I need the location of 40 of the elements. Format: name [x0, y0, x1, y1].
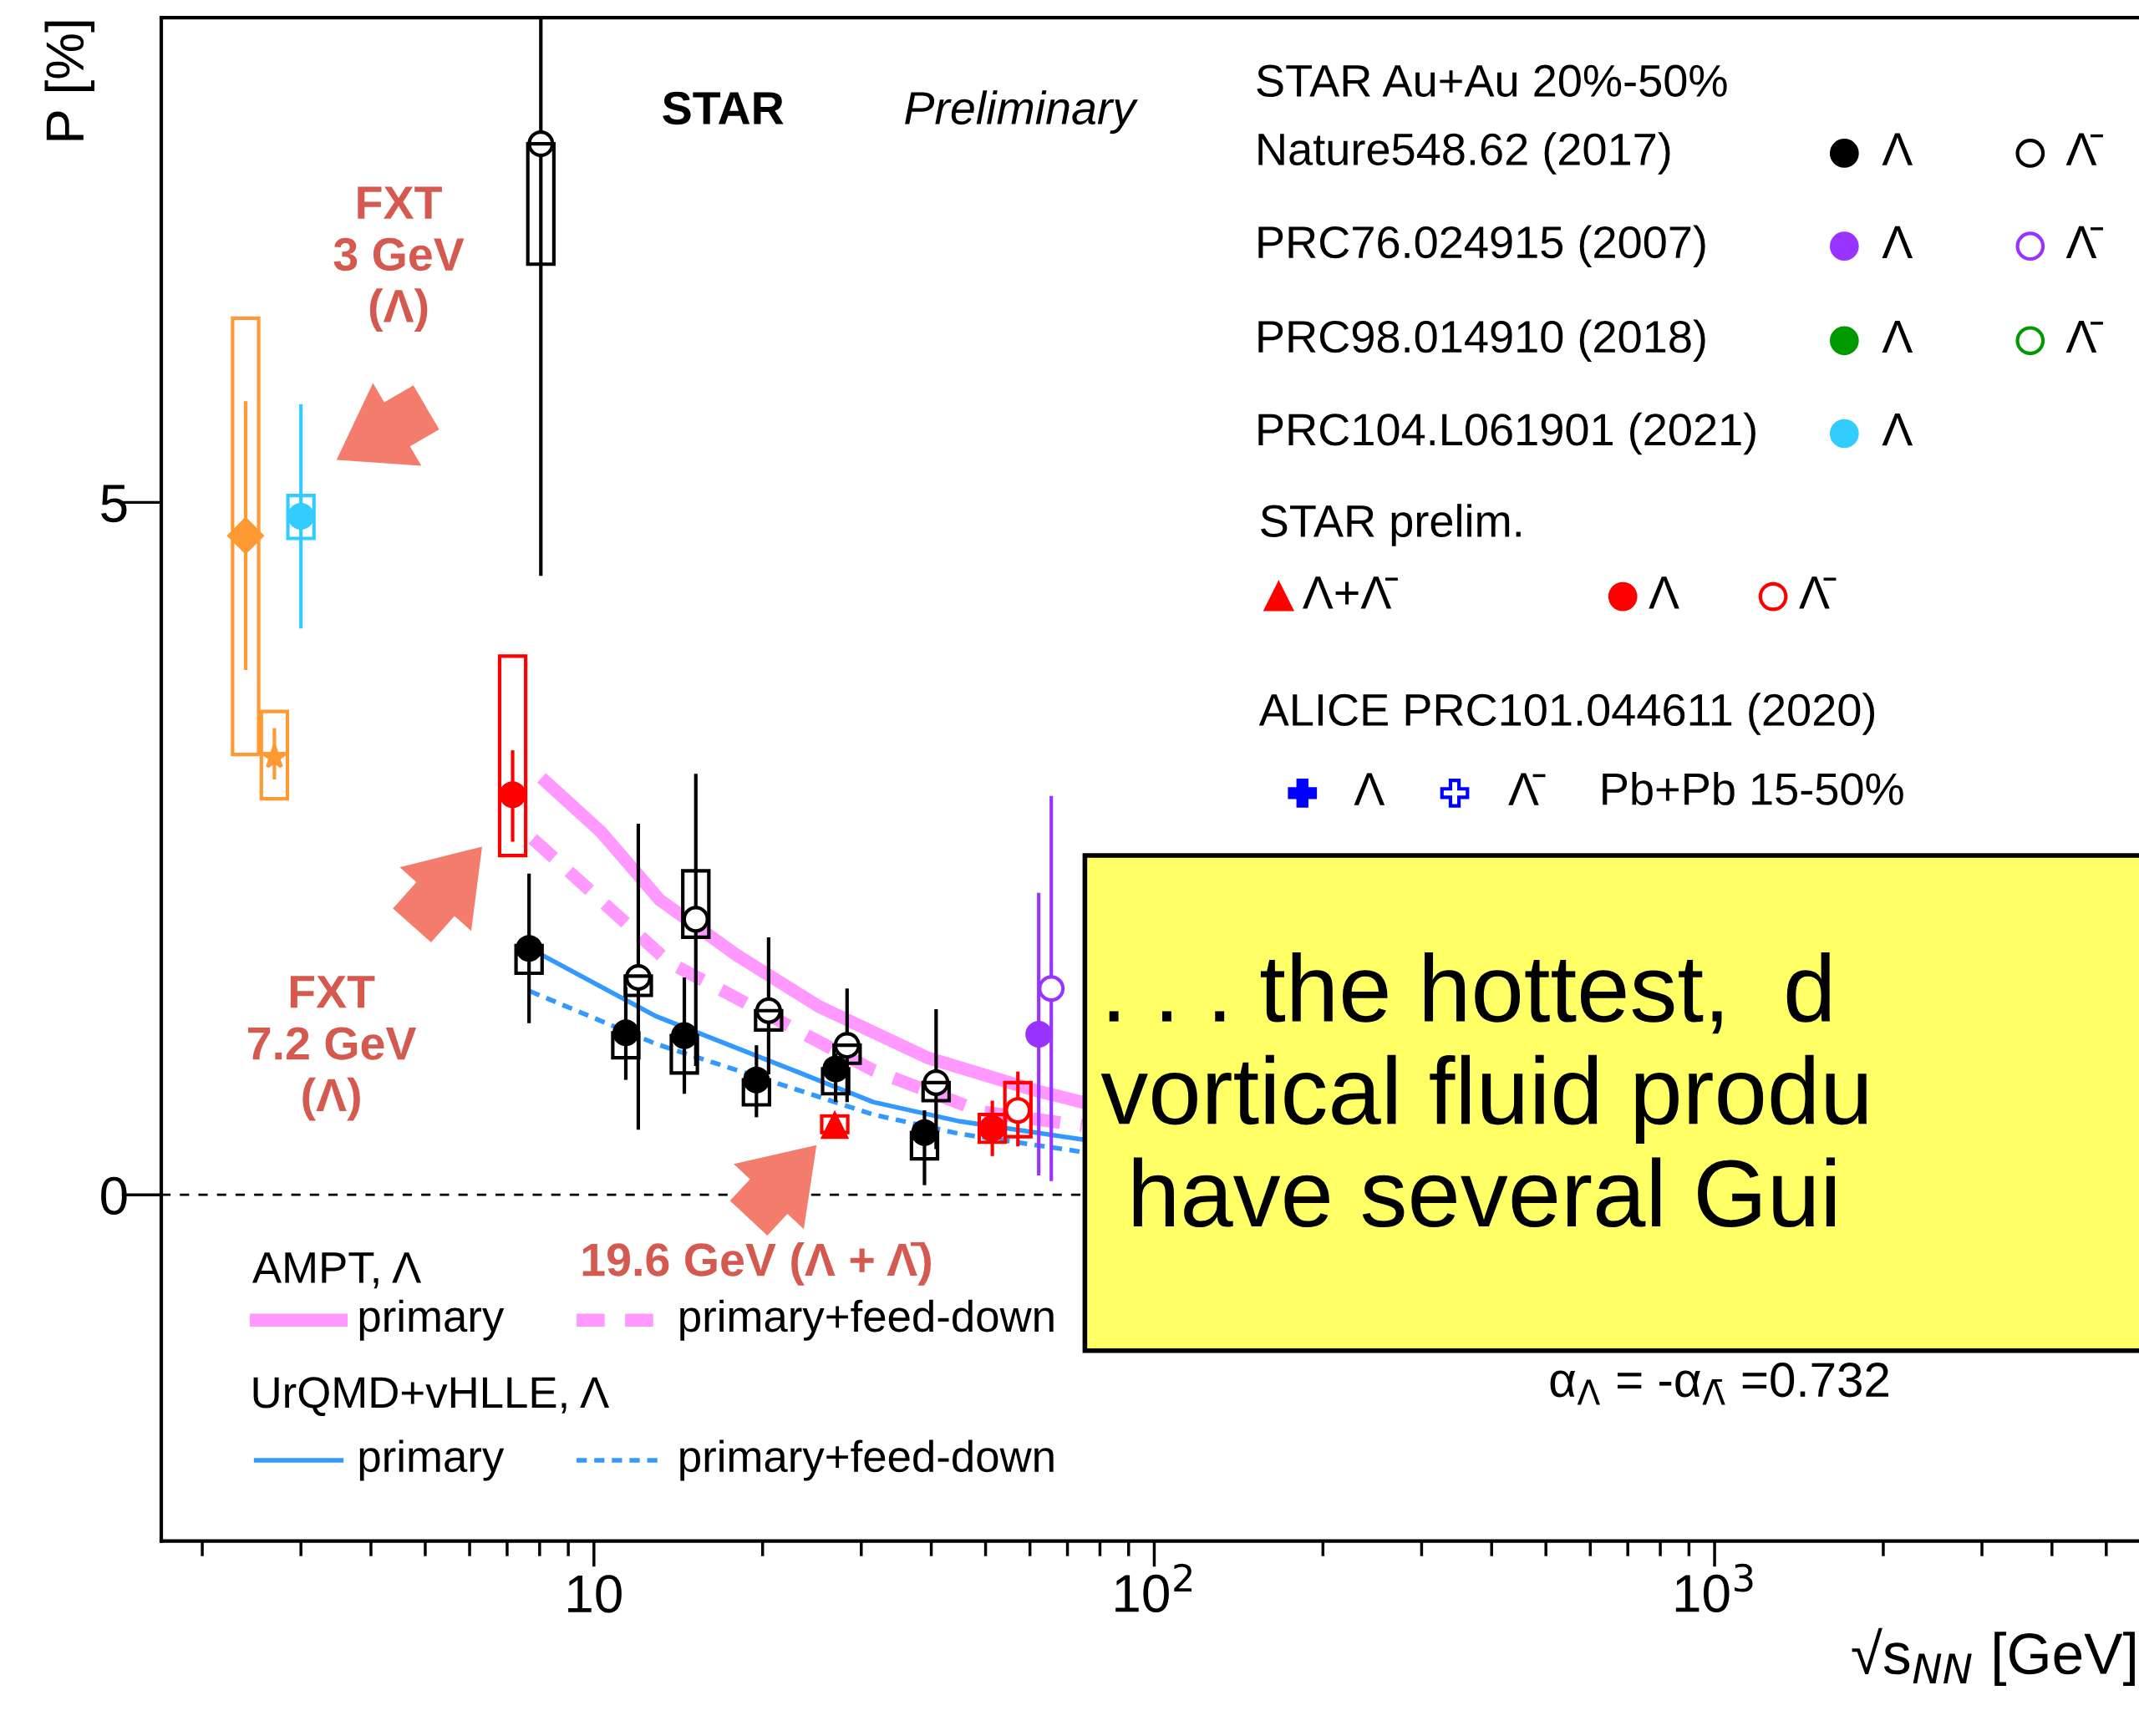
annotation: α$_{Λ}$ = -α$_{Λ̄}$ =0.732: [1550, 1363, 1888, 1405]
annotation: STAR prelim.: [1261, 504, 1521, 546]
y-axis-title: P [%]: [44, 21, 95, 140]
legend-label: Λ̄: [1799, 576, 1837, 609]
legend-label: Λ: [1882, 414, 1913, 446]
y-tick-label: 0: [101, 1176, 127, 1215]
legend-label: Λ̄: [2065, 226, 2103, 259]
annotation: 19.6 GeV (Λ + Λ̄): [582, 1241, 931, 1286]
legend-label: Λ: [1882, 226, 1913, 259]
annotation: UrQMD+vHLLE, Λ: [253, 1377, 610, 1417]
x-tick-label: 10$^{2}$: [1115, 1563, 1191, 1612]
legend-label: Λ̄: [2065, 320, 2103, 353]
legend-label: primary: [359, 1299, 505, 1341]
legend-label: Λ: [1882, 320, 1913, 353]
x-axis-title: √s$_{NN}$ [GeV]: [1852, 1627, 2135, 1686]
legend-label: Λ+Λ̄: [1303, 576, 1398, 609]
y-tick-label: 5: [101, 485, 127, 523]
x-tick-label: 10$^{3}$: [1675, 1563, 1753, 1612]
annotation: FXT 3 GeV (Λ): [333, 186, 465, 332]
annotation: Pb+Pb 15-50%: [1603, 772, 1903, 805]
annotation: PRC98.014910 (2018): [1258, 319, 1705, 362]
annotation: STAR: [663, 91, 784, 125]
legend-label: Λ: [1882, 133, 1913, 165]
annotation: AMPT, Λ: [252, 1252, 422, 1289]
annotation: PRC104.L061901 (2021): [1258, 412, 1755, 455]
legend-label: Λ̄: [1508, 773, 1546, 805]
annotation: FXT 7.2 GeV (Λ): [248, 976, 417, 1121]
legend-label: Λ: [1649, 576, 1679, 609]
annotation: Preliminary: [905, 90, 1139, 135]
annotation: PRC76.024915 (2007): [1258, 225, 1705, 267]
legend-label: primary+feed-down: [680, 1299, 1054, 1341]
legend-label: Λ: [1354, 773, 1385, 805]
x-tick-label: 10: [568, 1575, 622, 1613]
annotation: . . . the hottest, d vortical fluid produ have several Gui: [1100, 952, 1867, 1228]
annotation: ALICE PRC101.044611 (2020): [1258, 693, 1875, 735]
legend-label: Λ̄: [2065, 133, 2103, 165]
legend-label: primary+feed-down: [680, 1439, 1054, 1481]
annotation: STAR Au+Au 20%-50%: [1257, 64, 1727, 97]
legend-label: primary: [359, 1439, 505, 1481]
annotation: Nature548.62 (2017): [1258, 132, 1670, 175]
